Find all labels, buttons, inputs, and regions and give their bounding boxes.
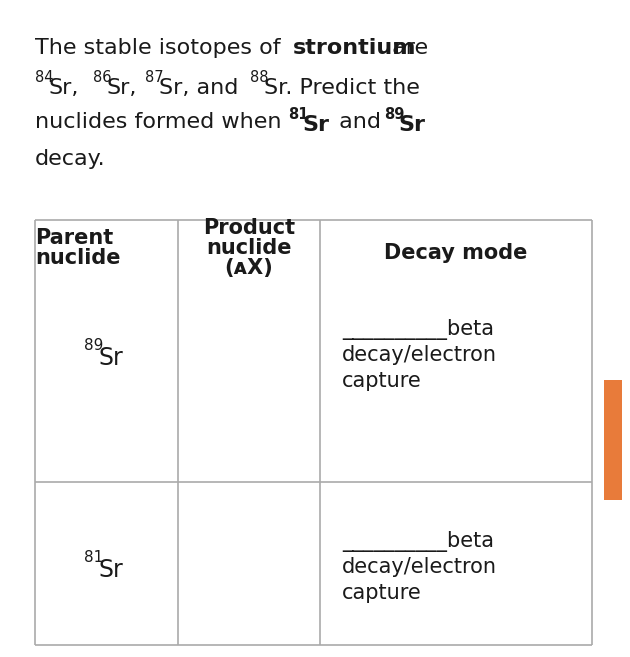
- Text: nuclide: nuclide: [206, 238, 292, 258]
- Text: strontium: strontium: [293, 38, 416, 58]
- Text: __________beta: __________beta: [342, 531, 494, 552]
- Text: Decay mode: Decay mode: [384, 243, 528, 263]
- Text: Parent: Parent: [35, 228, 113, 248]
- Text: are: are: [385, 38, 428, 58]
- Text: Sr,: Sr,: [107, 78, 137, 98]
- Text: 81: 81: [288, 107, 309, 122]
- Bar: [604, 380, 622, 500]
- Text: 88: 88: [250, 70, 268, 85]
- Text: The stable isotopes of: The stable isotopes of: [35, 38, 288, 58]
- Text: Sr: Sr: [398, 115, 425, 135]
- Text: (ᴀX): (ᴀX): [225, 258, 273, 278]
- Text: 89: 89: [84, 338, 103, 353]
- Text: 86: 86: [93, 70, 112, 85]
- Text: and: and: [332, 112, 388, 132]
- Text: Product: Product: [203, 218, 295, 238]
- Text: nuclides formed when: nuclides formed when: [35, 112, 289, 132]
- Text: capture: capture: [342, 371, 421, 391]
- Text: Sr,: Sr,: [49, 78, 79, 98]
- Text: Sr. Predict the: Sr. Predict the: [264, 78, 420, 98]
- Text: 87: 87: [145, 70, 164, 85]
- Text: capture: capture: [342, 583, 421, 603]
- Text: 89: 89: [384, 107, 404, 122]
- Text: __________beta: __________beta: [342, 319, 494, 340]
- Text: decay.: decay.: [35, 149, 106, 169]
- Text: Sr: Sr: [98, 346, 123, 370]
- Text: Sr, and: Sr, and: [159, 78, 238, 98]
- Text: Sr: Sr: [98, 558, 123, 582]
- Text: nuclide: nuclide: [35, 248, 120, 268]
- Text: Sr: Sr: [302, 115, 329, 135]
- Text: 81: 81: [84, 550, 103, 565]
- Text: decay/electron: decay/electron: [342, 345, 497, 365]
- Text: decay/electron: decay/electron: [342, 557, 497, 577]
- Text: 84: 84: [35, 70, 54, 85]
